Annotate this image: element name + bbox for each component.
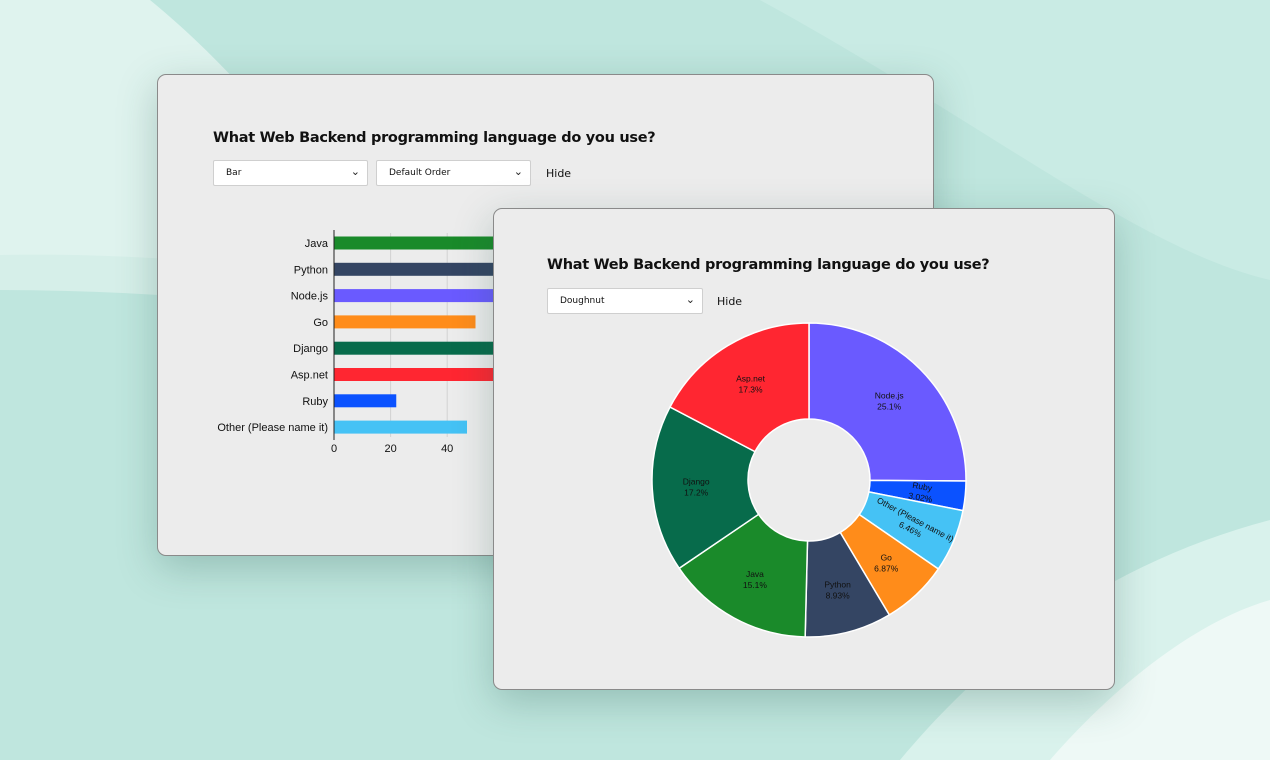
chart-type-select-value: Bar	[226, 168, 242, 178]
slice-django	[651, 405, 760, 570]
slice-label: Ruby	[912, 480, 934, 493]
bar-x-tick-label: 40	[441, 443, 453, 455]
chevron-down-icon: ⌄	[513, 165, 523, 178]
slice-java	[678, 513, 809, 638]
chart-type-select-value: Doughnut	[560, 296, 605, 306]
chart-type-select[interactable]: Bar ⌄	[213, 160, 368, 186]
bar-category-label: Go	[313, 317, 328, 329]
bar-category-label: Node.js	[291, 291, 329, 303]
bar-other-please-name-it	[334, 420, 468, 434]
slice-value-label: 15.1%	[743, 580, 768, 590]
bar-category-label: Java	[305, 238, 329, 250]
bar-category-label: Other (Please name it)	[217, 422, 328, 434]
bar-category-label: Python	[294, 264, 328, 276]
slice-label: Asp.net	[736, 373, 765, 383]
chevron-down-icon: ⌄	[350, 165, 360, 178]
slice-label: Go	[881, 552, 893, 562]
hide-button[interactable]: Hide	[717, 295, 743, 308]
chart-type-select[interactable]: Doughnut ⌄	[547, 288, 703, 314]
bar-card-title: What Web Backend programming language do…	[213, 130, 656, 146]
bar-category-label: Asp.net	[291, 370, 328, 382]
chevron-down-icon: ⌄	[685, 293, 695, 306]
doughnut-card-title: What Web Backend programming language do…	[547, 257, 990, 273]
slice-asp-net	[668, 322, 810, 453]
bar-x-tick-label: 20	[384, 443, 396, 455]
slice-value-label: 25.1%	[877, 401, 902, 411]
slice-value-label: 6.87%	[874, 563, 899, 573]
slice-value-label: 8.93%	[826, 590, 851, 600]
slice-label: Python	[824, 579, 851, 589]
slice-value-label: 17.3%	[738, 384, 763, 394]
bar-ruby	[334, 394, 397, 408]
slice-label-group: Go6.87%	[874, 552, 899, 573]
bar-x-tick-label: 0	[331, 443, 337, 455]
doughnut-chart-card: What Web Backend programming language do…	[493, 208, 1115, 690]
slice-node-js	[808, 322, 967, 482]
order-select[interactable]: Default Order ⌄	[376, 160, 531, 186]
hide-button[interactable]: Hide	[546, 167, 572, 180]
slice-label: Java	[746, 569, 764, 579]
bar-go	[334, 315, 476, 329]
bar-category-label: Ruby	[302, 396, 328, 408]
slice-value-label: 17.2%	[684, 487, 709, 497]
order-select-value: Default Order	[389, 168, 451, 178]
slice-label: Django	[683, 476, 710, 486]
slice-label: Node.js	[875, 390, 904, 400]
bar-category-label: Django	[293, 343, 328, 355]
